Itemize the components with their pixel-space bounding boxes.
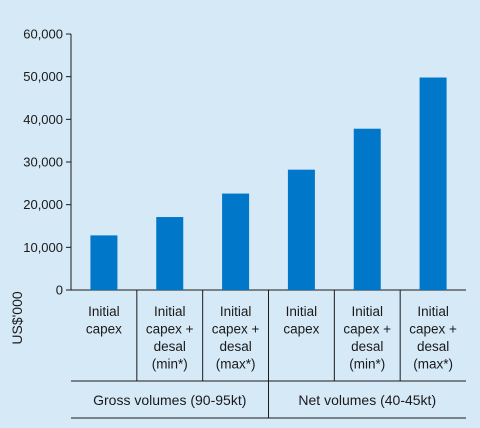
bar [222, 193, 250, 290]
bar [353, 128, 381, 290]
y-tick-label: 60,000 [23, 27, 63, 42]
category-label: capex + [409, 322, 457, 337]
category-label: Initial [286, 304, 318, 319]
y-axis-ticks: 0 10,000 20,000 30,000 40,000 50,000 60,000 [23, 27, 71, 298]
bar [419, 77, 447, 291]
bar [287, 169, 315, 290]
category-label: capex [86, 322, 122, 337]
category-label: desal [417, 339, 449, 354]
bar [156, 217, 184, 290]
y-tick-label: 20,000 [23, 197, 63, 212]
category-label: (max*) [413, 357, 453, 372]
group-label: Gross volumes (90-95kt) [93, 392, 246, 408]
category-label: Initial [220, 304, 252, 319]
category-label: Initial [154, 304, 186, 319]
category-label: desal [154, 339, 186, 354]
category-label: capex [283, 322, 319, 337]
category-label: Initial [88, 304, 120, 319]
category-label: (max*) [216, 357, 256, 372]
y-tick-label: 30,000 [23, 155, 63, 170]
y-tick-label: 40,000 [23, 112, 63, 127]
y-tick-label: 50,000 [23, 69, 63, 84]
y-axis-label: US$'000 [9, 291, 25, 344]
group-labels: Gross volumes (90-95kt) Net volumes (40-4… [93, 392, 436, 408]
category-label: desal [351, 339, 383, 354]
category-label: capex + [212, 322, 260, 337]
category-dividers [136, 290, 401, 418]
bars [90, 77, 447, 291]
category-label: desal [219, 339, 251, 354]
category-label: (min*) [349, 357, 385, 372]
category-label: capex + [343, 322, 391, 337]
category-label: (min*) [152, 357, 188, 372]
y-tick-label: 0 [56, 283, 63, 298]
category-label: capex + [146, 322, 194, 337]
bar [90, 235, 118, 290]
group-label: Net volumes (40-45kt) [298, 392, 436, 408]
category-label: Initial [351, 304, 383, 319]
y-tick-label: 10,000 [23, 240, 63, 255]
category-label: Initial [417, 304, 449, 319]
category-labels: Initial capex Initial capex + desal (min*) Ini… [86, 304, 457, 372]
